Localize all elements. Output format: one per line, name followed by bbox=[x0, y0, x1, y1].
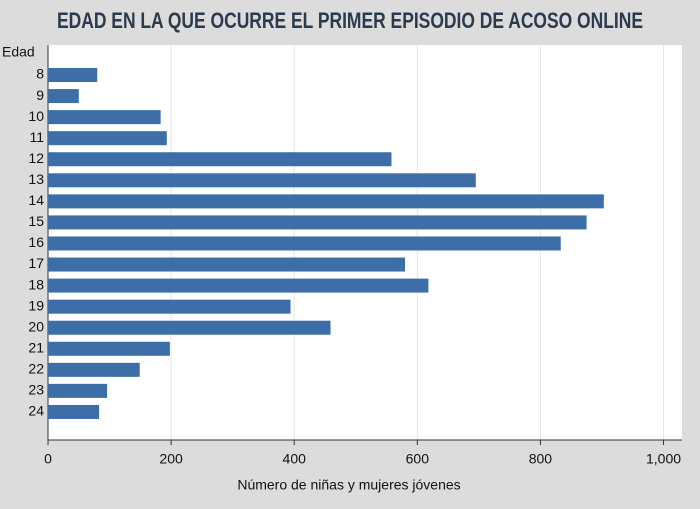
bar bbox=[48, 320, 331, 335]
y-tick-label: 17 bbox=[28, 255, 44, 271]
x-tick-label: 600 bbox=[406, 451, 430, 467]
x-tick-label: 800 bbox=[529, 451, 553, 467]
bar bbox=[48, 383, 108, 398]
bar bbox=[48, 173, 476, 188]
y-tick-label: 18 bbox=[28, 276, 44, 292]
x-tick-label: 1,000 bbox=[646, 451, 681, 467]
y-axis-label: Edad bbox=[2, 44, 35, 60]
y-tick-label: 11 bbox=[29, 129, 44, 145]
y-tick-label: 21 bbox=[28, 339, 44, 355]
bar bbox=[48, 404, 100, 419]
y-tick-label: 13 bbox=[28, 171, 44, 187]
x-tick-label: 400 bbox=[283, 451, 307, 467]
bar bbox=[48, 278, 429, 293]
y-tick-label: 19 bbox=[28, 297, 44, 313]
bar bbox=[48, 362, 140, 377]
y-tick-label: 10 bbox=[28, 108, 44, 124]
y-tick-label: 14 bbox=[28, 192, 44, 208]
bar bbox=[48, 131, 167, 146]
y-tick-label: 16 bbox=[28, 234, 44, 250]
x-axis-label: Número de niñas y mujeres jóvenes bbox=[237, 477, 460, 493]
y-tick-label: 23 bbox=[28, 382, 44, 398]
bar bbox=[48, 299, 291, 314]
bar bbox=[48, 110, 161, 125]
bar bbox=[48, 68, 98, 82]
chart-title: EDAD EN LA QUE OCURRE EL PRIMER EPISODIO… bbox=[57, 8, 643, 33]
bar bbox=[48, 194, 604, 209]
y-tick-label: 8 bbox=[36, 66, 44, 82]
y-tick-label: 15 bbox=[28, 213, 44, 229]
bar bbox=[48, 236, 561, 251]
y-tick-label: 20 bbox=[28, 318, 44, 334]
y-tick-label: 12 bbox=[28, 150, 44, 166]
y-tick-label: 24 bbox=[28, 403, 44, 419]
bar bbox=[48, 152, 392, 167]
bar bbox=[48, 341, 170, 356]
bar bbox=[48, 215, 587, 230]
bar bbox=[48, 89, 79, 104]
x-tick-label: 200 bbox=[159, 451, 183, 467]
y-tick-label: 9 bbox=[36, 87, 44, 103]
bar bbox=[48, 257, 406, 272]
y-tick-label: 22 bbox=[28, 361, 44, 377]
x-tick-label: 0 bbox=[44, 451, 52, 467]
